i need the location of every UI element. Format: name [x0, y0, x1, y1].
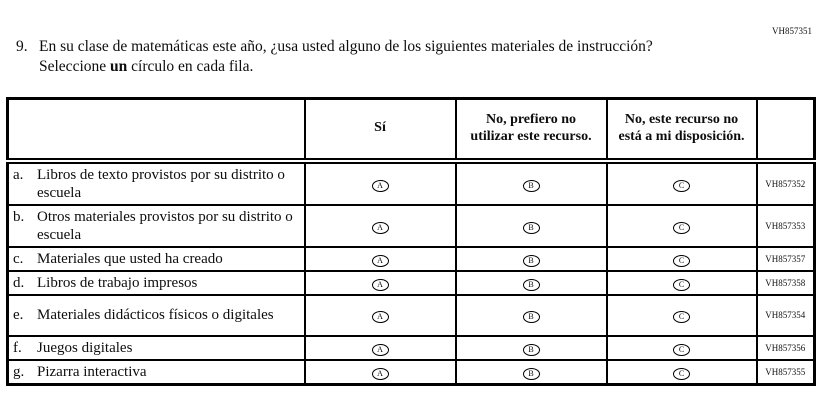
answer-bubble-a[interactable]: A	[371, 179, 389, 192]
table-row-b: b. Otros materiales provistos por su dis…	[6, 203, 816, 248]
answer-bubble-c[interactable]: C	[673, 343, 690, 356]
row-label: Pizarra interactiva	[37, 363, 147, 380]
row-label: Juegos digitales	[37, 339, 133, 356]
table-row-c: c. Materiales que usted ha creado A B C …	[6, 245, 816, 272]
question-accession-code: VH857351	[772, 26, 812, 36]
answer-bubble-b[interactable]: B	[522, 278, 540, 291]
answer-cell-no-prefer: B	[454, 269, 608, 296]
row-label: Otros materiales provistos por su distri…	[37, 208, 293, 243]
answer-cell-yes: A	[303, 245, 457, 272]
row-accession-code: VH857356	[755, 334, 816, 361]
answer-cell-yes: A	[303, 159, 457, 206]
header-row: Sí No, prefiero no utilizar este recurso…	[6, 97, 816, 164]
answer-bubble-b[interactable]: B	[522, 343, 540, 356]
row-label: Materiales que usted ha creado	[37, 250, 223, 267]
row-label-cell: g. Pizarra interactiva	[6, 358, 306, 385]
row-letter: a.	[13, 166, 24, 183]
answer-bubble-c[interactable]: C	[673, 278, 690, 291]
question-text-emphasis: un	[110, 58, 128, 75]
answer-bubble-c[interactable]: C	[673, 254, 690, 267]
row-letter: d.	[13, 274, 25, 291]
answer-bubble-c[interactable]: C	[673, 311, 690, 323]
answer-cell-no-available: C	[605, 245, 758, 272]
answer-cell-yes: A	[303, 358, 457, 385]
answer-bubble-b[interactable]: B	[522, 367, 540, 380]
answer-cell-no-available: C	[605, 159, 758, 206]
answer-bubble-c[interactable]: C	[673, 179, 690, 192]
row-accession-code: VH857355	[755, 358, 816, 385]
row-label-cell: a. Libros de texto provistos por su dist…	[6, 159, 306, 206]
row-accession-code: VH857354	[755, 293, 816, 337]
header-col-no-available: No, este recurso no está a mi disposició…	[605, 97, 758, 164]
row-label-cell: d. Libros de trabajo impresos	[6, 269, 306, 296]
row-letter: b.	[13, 208, 25, 225]
answer-cell-no-prefer: B	[454, 245, 608, 272]
row-accession-code: VH857353	[755, 203, 816, 248]
table-row-a: a. Libros de texto provistos por su dist…	[6, 159, 816, 206]
answer-bubble-a[interactable]: A	[371, 367, 389, 380]
row-label-cell: f. Juegos digitales	[6, 334, 306, 361]
answer-cell-no-prefer: B	[454, 293, 608, 337]
row-accession-code: VH857358	[755, 269, 816, 296]
row-letter: c.	[13, 250, 24, 267]
question-text: En su clase de matemáticas este año, ¿us…	[39, 37, 692, 77]
row-label-cell: e. Materiales didácticos físicos o digit…	[6, 293, 306, 337]
question-number: 9.	[16, 38, 28, 55]
answer-cell-no-prefer: B	[454, 159, 608, 206]
header-col-no-prefer: No, prefiero no utilizar este recurso.	[454, 97, 608, 164]
row-letter: e.	[13, 307, 24, 323]
answer-bubble-c[interactable]: C	[673, 367, 690, 380]
answer-cell-no-available: C	[605, 334, 758, 361]
answer-bubble-a[interactable]: A	[371, 278, 389, 291]
row-accession-code: VH857357	[755, 245, 816, 272]
answer-cell-yes: A	[303, 203, 457, 248]
header-col-code	[755, 97, 816, 164]
answer-cell-no-available: C	[605, 358, 758, 385]
answer-bubble-a[interactable]: A	[371, 343, 389, 356]
question-block: 9. En su clase de matemáticas este año, …	[16, 37, 692, 77]
answer-bubble-a[interactable]: A	[371, 221, 389, 234]
answer-cell-no-prefer: B	[454, 334, 608, 361]
response-matrix-table: Sí No, prefiero no utilizar este recurso…	[6, 97, 816, 386]
question-text-part1: En su clase de matemáticas este año, ¿us…	[39, 38, 653, 75]
table-row-d: d. Libros de trabajo impresos A B C VH85…	[6, 269, 816, 296]
answer-cell-yes: A	[303, 269, 457, 296]
answer-cell-no-prefer: B	[454, 203, 608, 248]
answer-cell-no-prefer: B	[454, 358, 608, 385]
answer-bubble-b[interactable]: B	[522, 179, 540, 192]
table-row-f: f. Juegos digitales A B C VH857356	[6, 334, 816, 361]
answer-bubble-a[interactable]: A	[371, 254, 389, 267]
answer-cell-yes: A	[303, 293, 457, 337]
table-row-e: e. Materiales didácticos físicos o digit…	[6, 293, 816, 337]
answer-cell-no-available: C	[605, 269, 758, 296]
row-label: Libros de texto provistos por su distrit…	[37, 166, 285, 201]
row-label: Libros de trabajo impresos	[37, 274, 198, 291]
answer-bubble-c[interactable]: C	[673, 221, 690, 234]
header-item-column	[6, 97, 306, 164]
answer-cell-no-available: C	[605, 203, 758, 248]
row-accession-code: VH857352	[755, 159, 816, 206]
row-label: Materiales didácticos físicos o digitale…	[37, 307, 274, 323]
row-label-cell: b. Otros materiales provistos por su dis…	[6, 203, 306, 248]
answer-bubble-b[interactable]: B	[522, 311, 540, 323]
row-letter: f.	[13, 339, 22, 356]
answer-cell-no-available: C	[605, 293, 758, 337]
table-row-g: g. Pizarra interactiva A B C VH857355	[6, 358, 816, 385]
row-letter: g.	[13, 363, 25, 380]
header-col-yes: Sí	[303, 97, 457, 164]
answer-bubble-b[interactable]: B	[522, 254, 540, 267]
answer-bubble-a[interactable]: A	[371, 311, 389, 323]
question-text-part2: círculo en cada fila.	[127, 58, 254, 75]
answer-cell-yes: A	[303, 334, 457, 361]
answer-bubble-b[interactable]: B	[522, 221, 540, 234]
row-label-cell: c. Materiales que usted ha creado	[6, 245, 306, 272]
